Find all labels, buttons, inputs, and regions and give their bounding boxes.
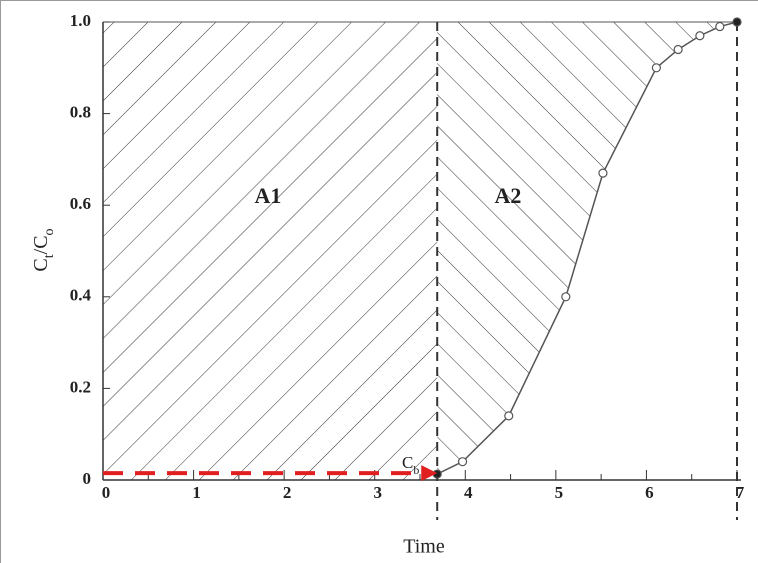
data-point [504, 411, 514, 421]
y-tick-label: 1.0 [70, 11, 91, 30]
area-a1 [103, 22, 438, 480]
y-tick-label: 0.6 [70, 194, 91, 213]
data-point [715, 21, 725, 32]
x-tick-label: 6 [645, 483, 654, 502]
data-point [651, 63, 661, 73]
y-tick-label: 0 [83, 469, 92, 488]
data-point [561, 292, 571, 302]
breakthrough-label-part: b [413, 463, 419, 477]
data-point [695, 31, 705, 41]
x-tick-label: 3 [373, 483, 382, 502]
data-point [457, 457, 468, 467]
y-axis-label: Ct/Co [30, 228, 57, 271]
arrow-head [421, 465, 438, 482]
data-point [673, 44, 683, 55]
x-tick-label: 1 [192, 483, 201, 502]
x-tick-label: 7 [736, 483, 745, 502]
data-point [732, 17, 742, 27]
x-tick-label: 4 [464, 483, 473, 502]
area-a2 [437, 22, 737, 475]
y-tick-label: 0.4 [70, 286, 92, 305]
y-axis-label-part: /C [30, 235, 52, 254]
area-label: A1 [255, 183, 282, 208]
breakthrough-label-part: C [402, 453, 413, 472]
data-point [598, 168, 608, 178]
y-axis-label-part: t [42, 254, 57, 258]
y-axis-label-part: C [30, 258, 52, 271]
x-axis-label: Time [403, 536, 445, 558]
y-tick-label: 0.2 [70, 377, 91, 396]
x-tick-label: 0 [102, 483, 111, 502]
area-label: A2 [495, 183, 522, 208]
breakthrough-label: Cb [402, 453, 419, 477]
x-tick-label: 2 [283, 483, 292, 502]
curve [436, 21, 738, 475]
x-tick-label: 5 [555, 483, 564, 502]
y-tick-label: 0.8 [70, 103, 91, 122]
y-axis-label-part: o [42, 228, 57, 235]
